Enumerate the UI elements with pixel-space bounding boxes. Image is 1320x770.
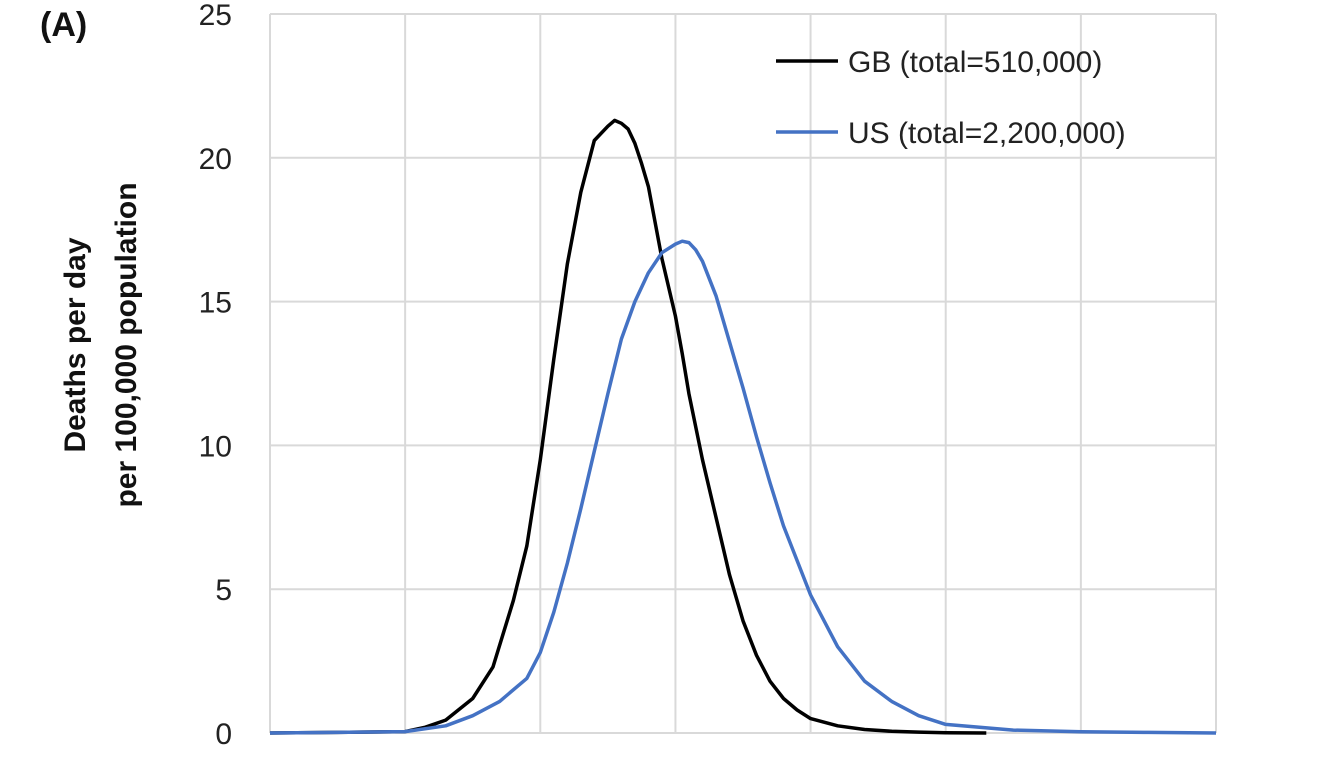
y-axis-title-line-2: per 100,000 population xyxy=(110,182,143,507)
y-tick-label: 20 xyxy=(199,143,232,176)
y-tick-label: 25 xyxy=(199,0,232,32)
y-tick-label: 5 xyxy=(215,574,232,607)
legend-label-us: US (total=2,200,000) xyxy=(848,117,1126,150)
legend: GB (total=510,000) US (total=2,200,000) xyxy=(776,46,1126,150)
y-axis-title-line-1: Deaths per day xyxy=(59,237,92,452)
y-tick-label: 0 xyxy=(215,718,232,751)
y-tick-label: 10 xyxy=(199,430,232,463)
y-axis-ticks: 0 5 10 15 20 25 xyxy=(199,0,232,751)
series-line-gb xyxy=(269,118,987,735)
y-tick-label: 15 xyxy=(199,287,232,320)
legend-label-gb: GB (total=510,000) xyxy=(848,46,1102,79)
series-line-us xyxy=(269,239,1217,735)
series-layer xyxy=(269,118,1217,735)
gridlines xyxy=(269,13,1217,734)
panel-label: (A) xyxy=(40,6,87,44)
